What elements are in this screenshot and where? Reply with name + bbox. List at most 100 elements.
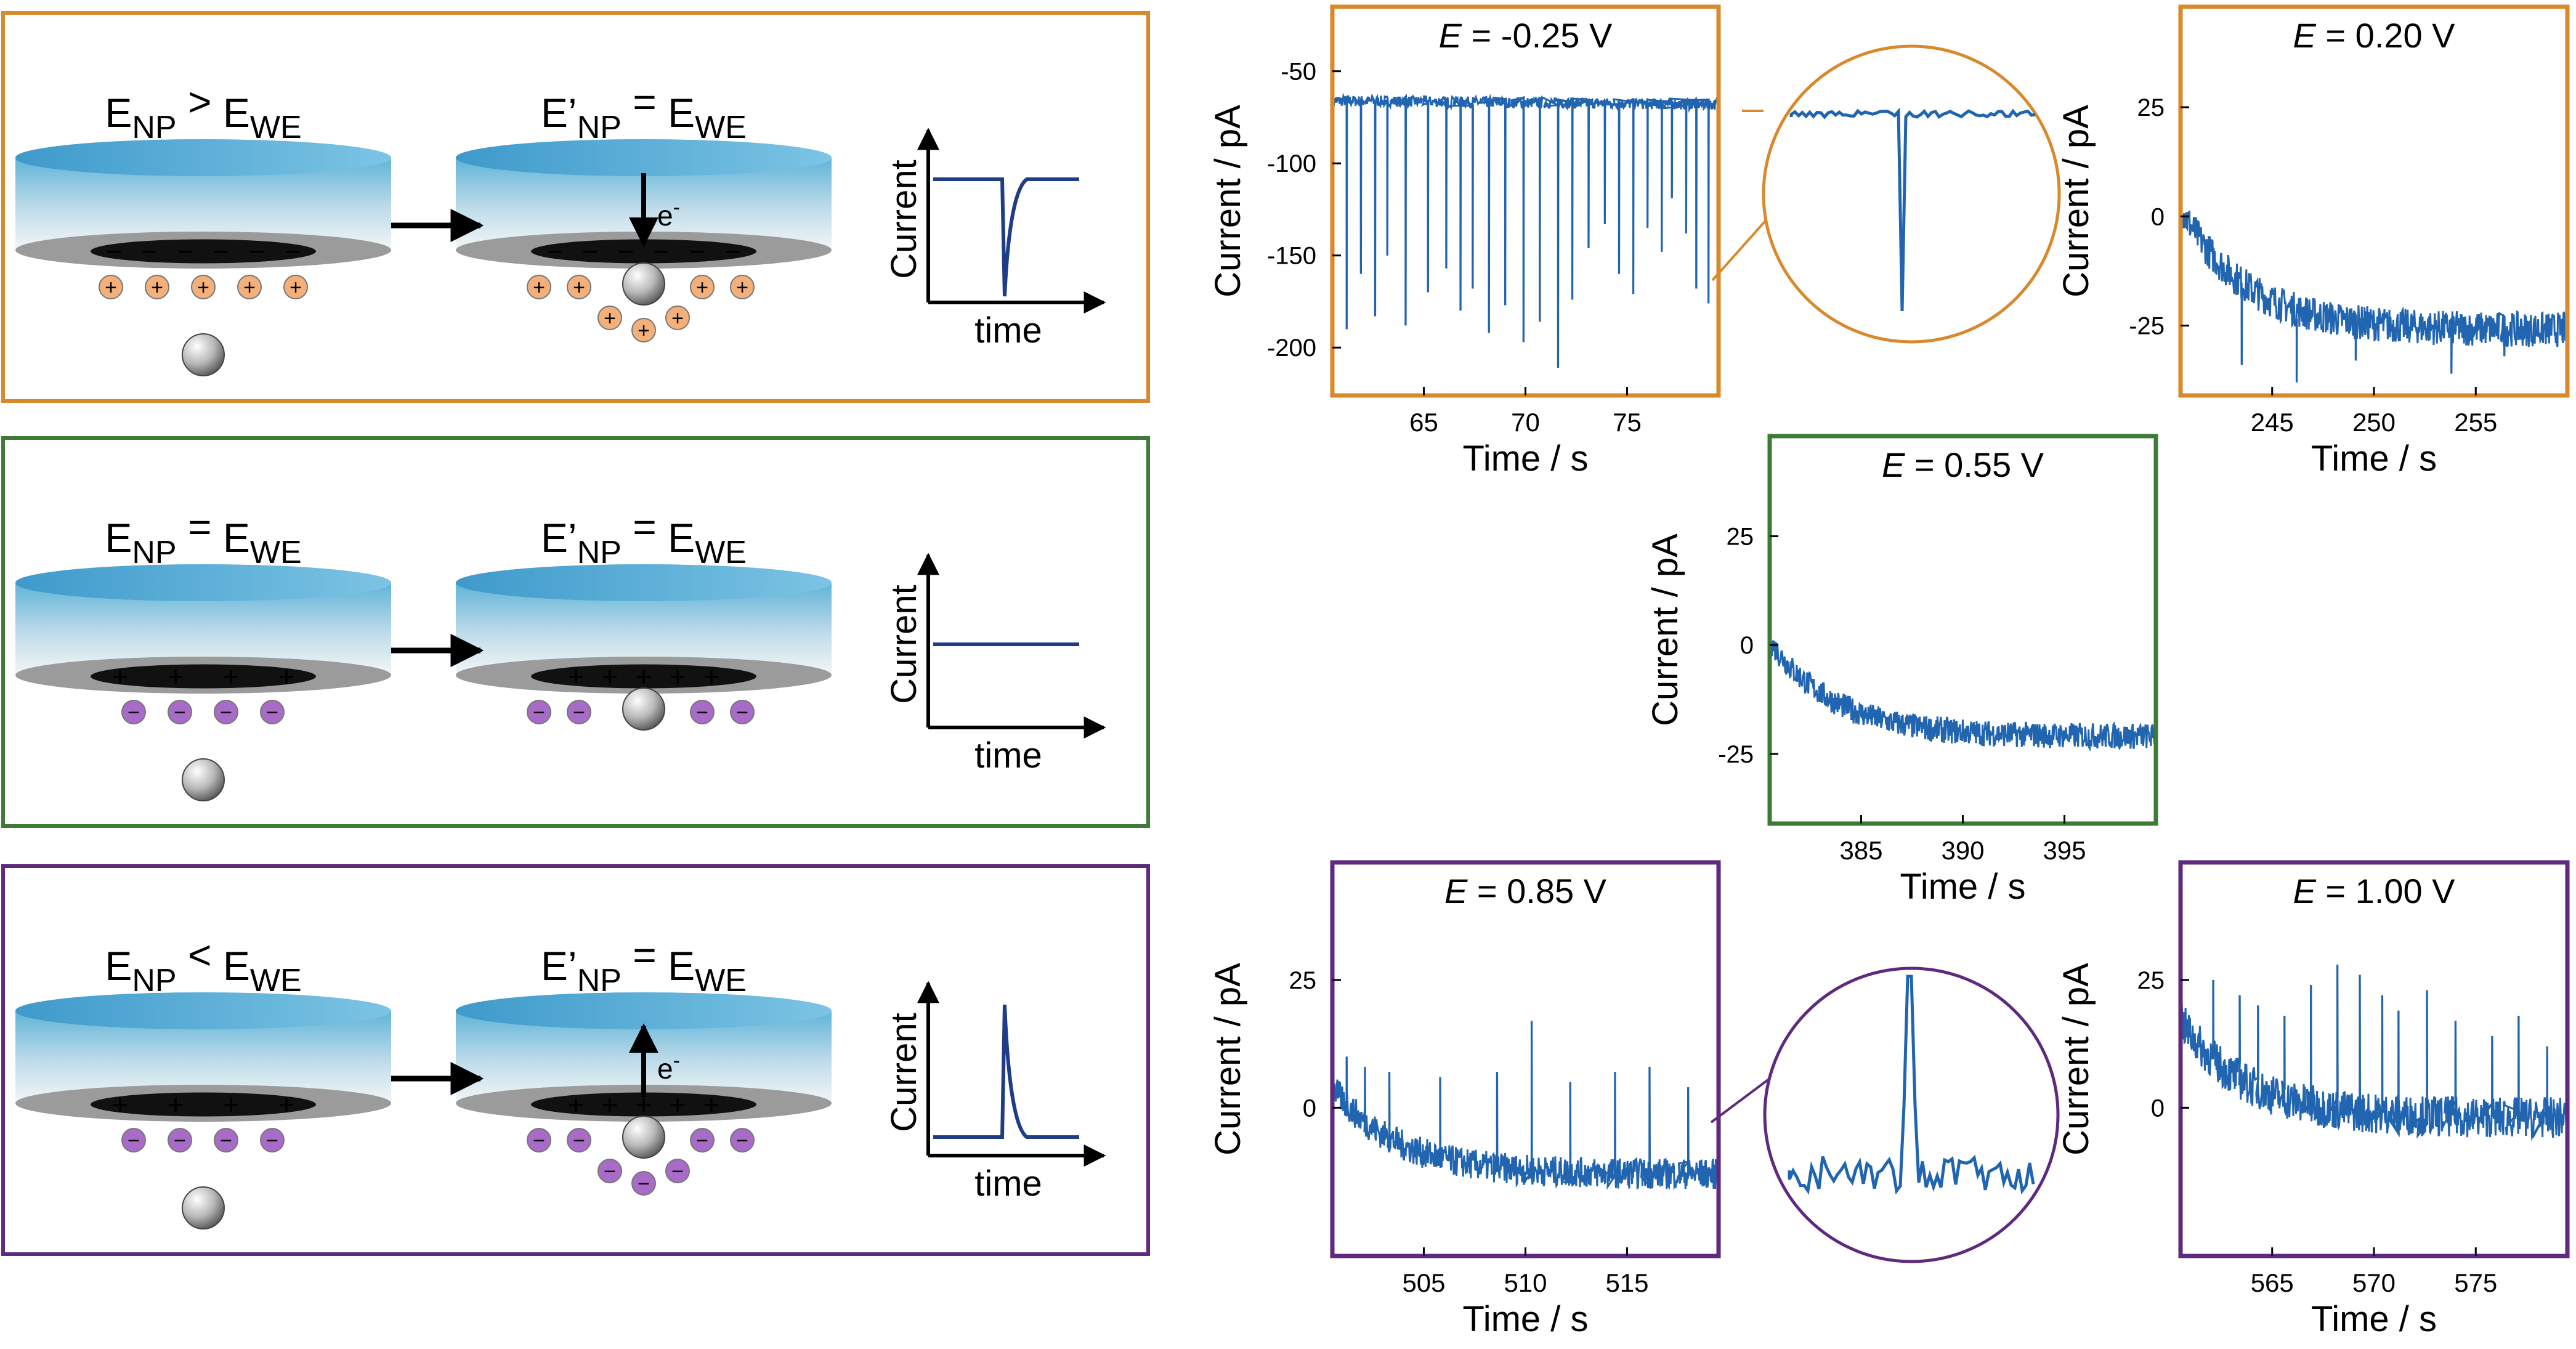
sketch-xlabel: time <box>974 1164 1042 1204</box>
sketch-ylabel: Current <box>884 160 924 278</box>
zoom-inset-reduction <box>1710 966 2060 1263</box>
surface-charge: + <box>223 1088 240 1120</box>
surface-charge: + <box>670 660 686 692</box>
ion: + <box>631 318 656 342</box>
series-trace <box>1768 619 2157 752</box>
surface-charge: + <box>278 660 295 692</box>
y-tick-label: -25 <box>2129 313 2165 340</box>
equation-after: E’NP = EWE <box>541 932 747 999</box>
ion: − <box>690 700 715 724</box>
ion: + <box>527 275 551 299</box>
x-tick-label: 395 <box>2043 836 2086 865</box>
surface-charge: + <box>703 1088 720 1120</box>
ion: + <box>99 275 123 299</box>
chart-p3: 385 390 395 25 0 -25 E = 0.55 V Time / s Current… <box>1645 434 2158 907</box>
x-axis-label: Time / s <box>2311 1299 2437 1339</box>
ion-circle <box>631 1171 656 1196</box>
surface-charge: − <box>618 235 634 267</box>
ion-charge: − <box>128 1129 140 1153</box>
surface-charge: − <box>213 235 230 267</box>
ion-charge: − <box>696 701 708 724</box>
y-axis-label: Current / pA <box>1208 105 1248 298</box>
ion: − <box>527 700 551 724</box>
surface-charge: − <box>725 235 742 267</box>
y-tick-label: 25 <box>1727 524 1754 551</box>
ion-circle <box>690 1128 715 1153</box>
x-tick-label: 255 <box>2454 408 2497 437</box>
ion: − <box>665 1159 690 1183</box>
ion-circle <box>631 318 656 342</box>
equation-after: E’NP = EWE <box>541 504 747 570</box>
nanoparticle <box>182 758 225 801</box>
x-tick-label: 575 <box>2454 1268 2497 1297</box>
ion-charge: + <box>151 276 163 299</box>
electrode-disk <box>91 1092 316 1117</box>
ion: + <box>237 275 262 299</box>
ion-charge: + <box>290 276 302 299</box>
y-tick-label: 0 <box>1740 632 1754 659</box>
ion-circle <box>730 275 755 299</box>
surface-charge: − <box>582 235 599 267</box>
y-tick-label: 0 <box>2151 1095 2165 1122</box>
ion-charge: − <box>573 1129 585 1153</box>
x-tick-label: 565 <box>2251 1268 2294 1297</box>
x-tick-label: 70 <box>1511 408 1540 437</box>
ion-circle <box>690 275 715 299</box>
electrode-top <box>15 992 391 1029</box>
ion-charge: + <box>736 276 748 299</box>
y-tick-label: -25 <box>1718 741 1754 768</box>
ion-circle <box>527 1128 551 1153</box>
equation-after: E’NP = EWE <box>541 79 747 145</box>
ion: + <box>597 306 622 330</box>
row-frame-oxidation <box>1 11 1150 403</box>
ion-circle <box>260 1128 285 1153</box>
ion-charge: − <box>696 1129 708 1153</box>
ion-charge: + <box>696 276 708 299</box>
schematic-row-reduction: ENP < EWE E’NP = EWE+ + + + + + + + +− − − − − − − −−−−e… <box>15 932 1106 1229</box>
ion: − <box>260 1128 285 1153</box>
current-sketch: Current time <box>884 981 1106 1204</box>
y-tick-label: 25 <box>2137 94 2165 121</box>
y-tick-label: -100 <box>1267 150 1316 177</box>
ion-charge: + <box>197 276 209 299</box>
surface-charge: + <box>168 1088 184 1120</box>
chart-p5: 565 570 575 25 0 E = 1.00 V Time / s Current / … <box>2056 860 2570 1339</box>
surface-charge: + <box>112 660 129 692</box>
nanoparticle <box>622 1116 665 1159</box>
surface-charge: + <box>636 660 652 692</box>
ion: − <box>631 1171 656 1196</box>
electrode-after <box>456 564 832 694</box>
ion-charge: − <box>736 701 748 724</box>
ion-circle <box>567 1128 591 1153</box>
zoom-trace-oxidation <box>1789 107 2036 312</box>
y-tick-label: 0 <box>2151 203 2165 230</box>
y-tick-label: 25 <box>1289 967 1317 994</box>
ion: + <box>283 275 308 299</box>
electrode-before <box>15 992 391 1122</box>
electrode-top <box>456 992 832 1029</box>
electrode-disk <box>91 664 316 689</box>
surface-charge: + <box>568 660 585 692</box>
current-sketch: Current time <box>884 128 1106 350</box>
ion: − <box>597 1159 622 1183</box>
ion-circle <box>730 1128 755 1153</box>
ion-circle <box>597 306 622 330</box>
series-trace <box>2179 964 2569 1141</box>
ion-charge: − <box>573 701 585 724</box>
ion: + <box>690 275 715 299</box>
ion-charge: − <box>266 1129 278 1153</box>
x-axis-label: Time / s <box>1900 867 2025 907</box>
ion: − <box>121 1128 146 1153</box>
x-tick-label: 65 <box>1409 408 1438 437</box>
row-frame-reduction <box>1 864 1150 1256</box>
plot-frame <box>1330 4 1721 398</box>
ion-circle <box>690 700 715 724</box>
x-tick-label: 505 <box>1402 1268 1445 1297</box>
surface-charge: + <box>168 660 184 692</box>
row-frame-no-transfer <box>1 436 1150 828</box>
ion-charge: + <box>243 276 256 299</box>
ion-circle <box>214 700 238 724</box>
schematic-row-oxidation: ENP > EWE E’NP = EWE− − − − − − − − − − − −+ + + + + + + + +… <box>15 79 1106 376</box>
electrode-top <box>15 139 391 176</box>
